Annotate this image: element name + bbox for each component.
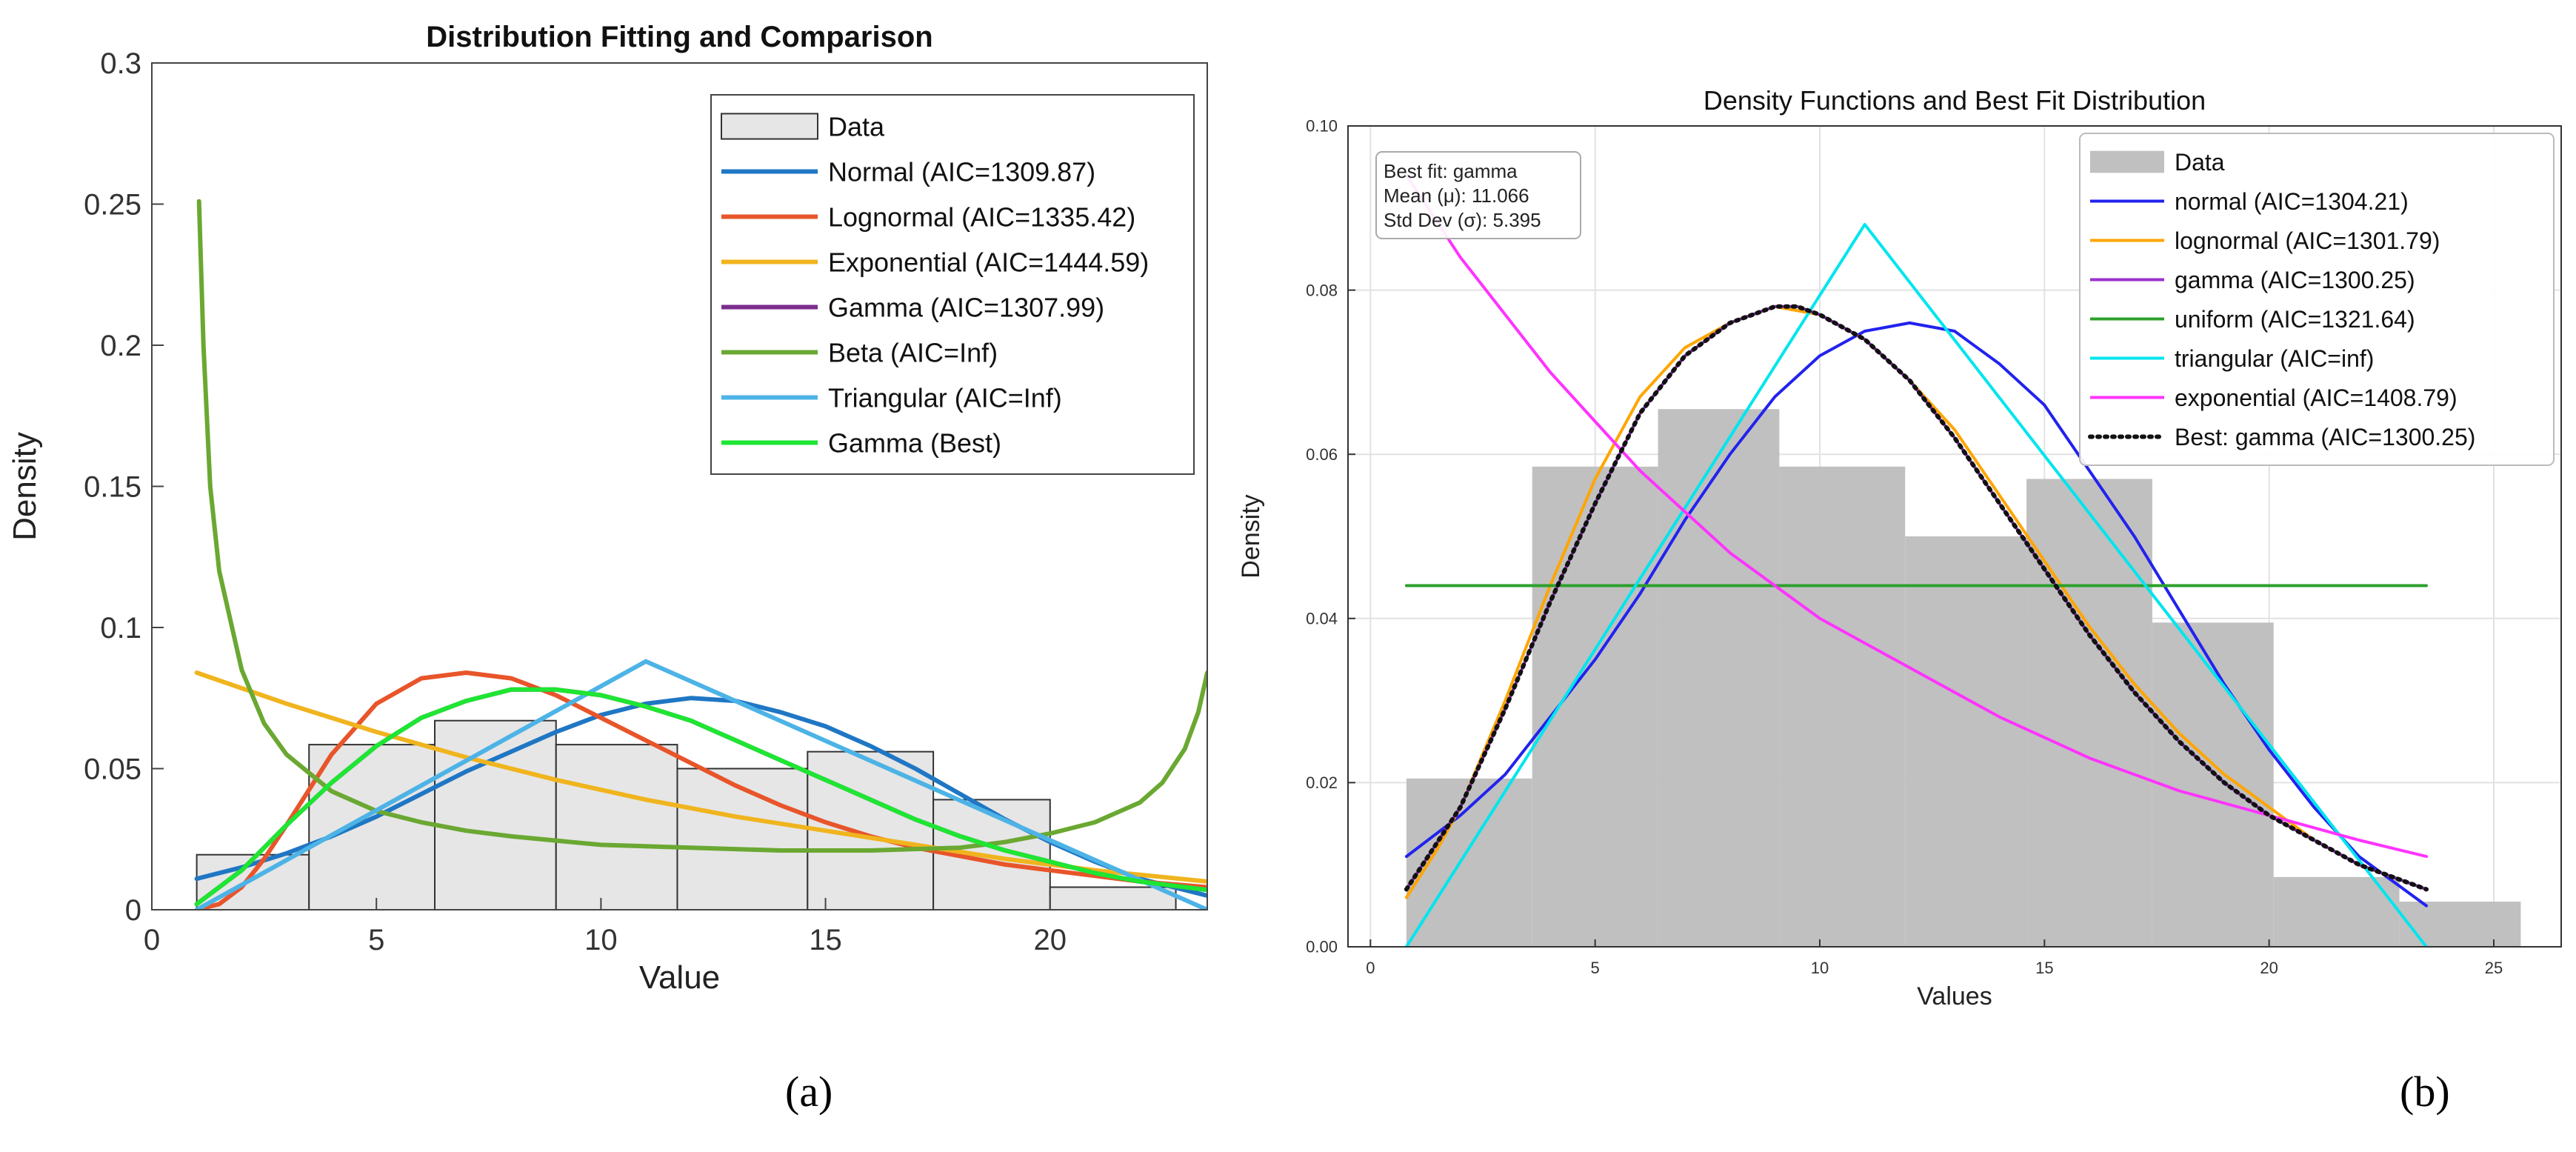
axes-frame [1347,125,2562,948]
histogram-bar [2399,902,2521,947]
chart-b: 0 5 10 15 20 25 0.00 0.02 0.04 0.06 0.08 0.10 Densit… [1229,0,2576,1037]
y-tick-label: 0.00 [1306,938,1338,956]
legend-label: Beta (AIC=Inf) [828,337,998,367]
histogram-bar [2273,876,2400,947]
histogram-bar [308,744,436,910]
y-tick-label: 0.3 [100,47,141,80]
histogram-bar [1779,466,1906,947]
y-tick-label: 0.08 [1306,281,1338,299]
legend-label: triangular (AIC=inf) [2175,345,2374,372]
legend-label: Triangular (AIC=Inf) [828,382,1062,413]
legend-label: uniform (AIC=1321.64) [2175,306,2415,333]
legend-label: lognormal (AIC=1301.79) [2175,227,2440,254]
chart-a: 0 5 10 15 20 0 0.05 0.1 0.15 0.2 0.25 0.3 Distributi… [0,0,1229,1037]
series-line [196,199,1207,853]
histogram-bar [2026,479,2152,947]
panel-label-b: (b) [2400,1068,2450,1116]
annotation-box [1375,151,1581,239]
x-tick-label: 10 [1811,959,1829,977]
legend-box [710,94,1195,475]
annotation-text: Std Dev (σ): 5.395 [1384,209,1541,231]
y-tick-label: 0.06 [1306,445,1338,464]
series-line [1404,304,2429,892]
series-line [194,659,1207,910]
x-tick-label: 0 [144,924,160,956]
y-tick-label: 0.2 [100,330,141,362]
histogram-bar [1532,466,1658,947]
y-tick-label: 0.10 [1306,117,1338,136]
x-tick-label: 15 [809,924,842,956]
series-line [1404,223,2428,947]
annotation-text: Best fit: gamma [1384,160,1518,182]
legend-label: Lognormal (AIC=1335.42) [828,202,1135,232]
y-tick-label: 0.15 [84,471,141,504]
y-axis-label: Density [1237,494,1265,578]
y-tick-label: 0.04 [1306,610,1338,628]
y-tick-label: 0.1 [100,612,141,645]
histogram-bar [1049,886,1177,911]
legend-swatch-data [721,113,818,140]
panel-label-a: (a) [785,1068,833,1116]
y-tick-label: 0 [125,894,141,927]
x-tick-label: 0 [1366,959,1375,977]
histogram-bar [1658,409,1780,947]
x-tick-label: 5 [1591,959,1600,977]
legend-label: Data [2175,149,2225,176]
chart-title: Distribution Fitting and Comparison [426,21,932,53]
legend-label: Exponential (AIC=1444.59) [828,247,1149,277]
histogram-bar [555,744,678,910]
histogram-bar [1905,536,2027,947]
y-axis-label: Density [7,432,43,541]
histogram-bar [2152,622,2274,947]
x-axis-label: Value [639,959,720,996]
legend-box [2079,133,2555,466]
legend-label: Normal (AIC=1309.87) [828,156,1095,187]
legend-label: Gamma (Best) [828,427,1001,458]
legend-label: gamma (AIC=1300.25) [2175,267,2415,293]
legend-label: Gamma (AIC=1307.99) [828,292,1104,322]
chart-b-svg: 0 5 10 15 20 25 0.00 0.02 0.04 0.06 0.08 0.10 Densit… [1237,85,2562,1011]
chart-a-svg: 0 5 10 15 20 0 0.05 0.1 0.15 0.2 0.25 0.3 Distributi… [7,21,1208,996]
x-tick-label: 5 [368,924,384,956]
series-line [194,670,1207,884]
histogram-bar [676,768,809,910]
x-axis-label: Values [1917,982,1992,1011]
y-tick-label: 0.02 [1306,773,1338,792]
legend-label: normal (AIC=1304.21) [2175,188,2409,215]
chart-title: Density Functions and Best Fit Distribut… [1704,85,2206,116]
legend-label: Data [828,111,885,141]
annotation-text: Mean (μ): 11.066 [1384,184,1529,207]
legend-swatch-data [2090,150,2164,173]
histogram-bar [434,719,557,910]
y-tick-label: 0.05 [84,753,141,786]
legend-label: exponential (AIC=1408.79) [2175,384,2457,411]
x-tick-label: 20 [1034,924,1067,956]
series-line [194,687,1207,907]
x-tick-label: 25 [2485,959,2503,977]
legend-label: Best: gamma (AIC=1300.25) [2175,424,2475,450]
x-tick-label: 15 [2035,959,2053,977]
x-tick-label: 20 [2260,959,2278,977]
y-tick-label: 0.25 [84,189,141,222]
x-tick-label: 10 [584,924,618,956]
